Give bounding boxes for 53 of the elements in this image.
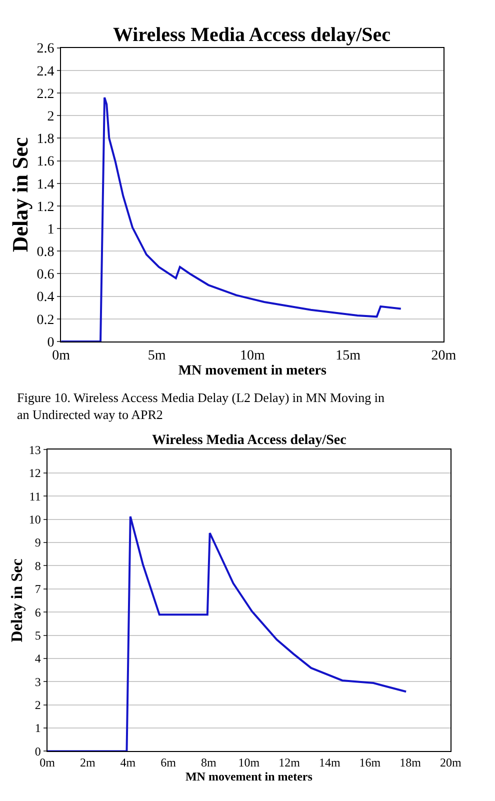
- x-tick-label: 2m: [80, 756, 96, 770]
- x-axis-title: MN movement in meters: [185, 770, 313, 784]
- y-tick-label: 1: [34, 721, 41, 736]
- x-tick-label: 16m: [359, 756, 382, 770]
- x-tick-label: 18m: [400, 756, 422, 770]
- y-tick-label: 1.4: [36, 177, 54, 192]
- x-tick-label: 0m: [40, 756, 56, 770]
- y-tick-label: 3: [34, 674, 41, 689]
- y-tick-label: 8: [34, 558, 41, 573]
- x-axis-title: MN movement in meters: [178, 363, 328, 378]
- y-tick-label: 2.6: [36, 42, 54, 57]
- line-series: [47, 516, 408, 752]
- x-tick-label: 20m: [431, 348, 456, 364]
- chart-title: Wireless Media Access delay/Sec: [152, 433, 346, 448]
- x-tick-label: 8m: [200, 756, 217, 770]
- y-axis-title: Delay in Sec: [8, 136, 33, 252]
- y-tick-label: 0.4: [36, 290, 54, 306]
- x-tick-label: 12m: [278, 756, 301, 770]
- y-tick-label: 13: [28, 442, 41, 457]
- y-tick-label: 0: [34, 744, 41, 758]
- x-tick-label: 10m: [240, 348, 265, 364]
- y-tick-label: 7: [34, 582, 41, 596]
- y-axis-title: Delay in Sec: [8, 558, 26, 642]
- x-tick-label: 6m: [160, 756, 177, 770]
- x-tick-label: 20m: [440, 756, 462, 770]
- caption: Figure 10. Wireless Access Media Delay (L2 Delay) in MN Moving in an Undirected way to APR2: [17, 390, 385, 422]
- y-tick-label: 1: [47, 222, 54, 238]
- y-tick-label: 1.6: [36, 154, 54, 170]
- x-tick-label: 0m: [52, 348, 70, 364]
- y-tick-label: 2.2: [36, 86, 54, 102]
- y-tick-label: 11: [29, 489, 41, 504]
- y-tick-label: 4: [34, 652, 41, 666]
- x-tick-label: 5m: [148, 348, 166, 364]
- y-tick-label: 0.2: [36, 312, 54, 328]
- x-tick-label: 14m: [318, 756, 341, 770]
- x-tick-label: 10m: [238, 756, 260, 770]
- y-tick-label: 2: [47, 109, 54, 124]
- x-tick-label: 15m: [336, 348, 361, 364]
- x-tick-label: 4m: [120, 756, 136, 770]
- y-tick-label: 1.8: [36, 132, 54, 148]
- y-tick-label: 10: [28, 512, 41, 527]
- y-tick-label: 5: [34, 628, 41, 642]
- y-tick-label: 2.4: [36, 64, 54, 80]
- y-tick-label: 1.2: [36, 200, 54, 215]
- y-tick-label: 6: [34, 605, 41, 620]
- line-series: [61, 96, 402, 342]
- chart-title: Wireless Media Access delay/Sec: [113, 24, 391, 46]
- y-tick-label: 2: [34, 698, 41, 712]
- y-tick-label: 0.8: [36, 245, 54, 260]
- y-tick-label: 0: [47, 335, 54, 350]
- y-tick-label: 12: [28, 466, 41, 480]
- y-tick-label: 9: [34, 536, 41, 550]
- y-tick-label: 0.6: [36, 268, 54, 283]
